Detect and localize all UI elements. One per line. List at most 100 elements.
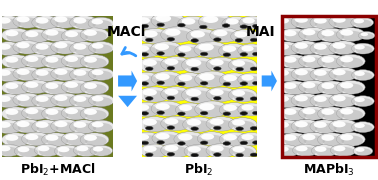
Circle shape <box>175 44 203 58</box>
Circle shape <box>92 122 104 127</box>
Circle shape <box>0 146 11 151</box>
Circle shape <box>336 80 365 94</box>
Circle shape <box>6 136 28 146</box>
Circle shape <box>355 45 365 50</box>
Circle shape <box>157 52 164 55</box>
Circle shape <box>228 58 257 72</box>
Circle shape <box>240 82 248 85</box>
Circle shape <box>280 55 308 68</box>
Circle shape <box>296 122 318 133</box>
Circle shape <box>284 83 296 89</box>
Circle shape <box>200 52 208 56</box>
Circle shape <box>295 121 308 127</box>
Circle shape <box>42 133 70 147</box>
Circle shape <box>310 120 339 134</box>
Circle shape <box>186 89 201 96</box>
Circle shape <box>250 127 258 130</box>
Circle shape <box>188 146 201 152</box>
Circle shape <box>91 19 103 24</box>
Circle shape <box>5 109 18 115</box>
Circle shape <box>336 54 365 68</box>
Circle shape <box>157 81 164 85</box>
Circle shape <box>151 13 185 29</box>
Circle shape <box>46 110 68 120</box>
Circle shape <box>299 132 327 146</box>
Circle shape <box>13 93 42 107</box>
Circle shape <box>295 43 308 49</box>
Circle shape <box>36 44 48 50</box>
Circle shape <box>178 53 185 57</box>
Circle shape <box>0 147 19 156</box>
Circle shape <box>195 71 229 87</box>
Circle shape <box>334 146 345 151</box>
Circle shape <box>361 33 374 39</box>
Circle shape <box>179 75 192 81</box>
Circle shape <box>238 132 265 145</box>
Circle shape <box>167 126 175 129</box>
Circle shape <box>84 135 97 141</box>
Circle shape <box>145 147 166 157</box>
Circle shape <box>243 76 263 86</box>
Circle shape <box>340 108 353 114</box>
Circle shape <box>141 141 149 145</box>
Circle shape <box>17 95 29 101</box>
Circle shape <box>218 44 249 58</box>
Circle shape <box>2 28 30 42</box>
Circle shape <box>73 144 99 156</box>
Circle shape <box>88 42 114 54</box>
Circle shape <box>157 141 164 144</box>
Circle shape <box>276 17 289 24</box>
Circle shape <box>274 145 299 157</box>
Circle shape <box>66 83 88 93</box>
Circle shape <box>304 109 325 120</box>
Circle shape <box>302 29 315 35</box>
Circle shape <box>175 73 205 87</box>
Circle shape <box>137 135 159 145</box>
Circle shape <box>234 31 247 37</box>
Circle shape <box>191 97 198 101</box>
Circle shape <box>2 107 30 121</box>
Circle shape <box>178 82 185 86</box>
Circle shape <box>226 18 239 24</box>
Circle shape <box>65 108 78 114</box>
Circle shape <box>165 29 181 36</box>
Circle shape <box>223 105 237 111</box>
Circle shape <box>280 28 308 42</box>
Circle shape <box>223 134 237 141</box>
Circle shape <box>150 41 182 57</box>
Circle shape <box>214 67 221 70</box>
Circle shape <box>211 147 234 158</box>
Circle shape <box>92 70 104 75</box>
Circle shape <box>223 75 237 81</box>
Circle shape <box>235 33 257 43</box>
Circle shape <box>352 96 374 107</box>
Circle shape <box>36 96 48 102</box>
Circle shape <box>88 120 114 132</box>
Circle shape <box>304 57 325 68</box>
Circle shape <box>297 147 316 156</box>
Circle shape <box>93 97 112 106</box>
Circle shape <box>239 16 266 29</box>
Circle shape <box>136 17 150 24</box>
Circle shape <box>238 44 265 57</box>
Circle shape <box>341 136 363 146</box>
Circle shape <box>73 96 86 102</box>
Circle shape <box>132 44 161 57</box>
Circle shape <box>137 47 159 57</box>
Circle shape <box>203 16 218 23</box>
Circle shape <box>92 43 104 49</box>
Circle shape <box>192 32 216 44</box>
Circle shape <box>187 61 213 73</box>
Circle shape <box>51 40 79 54</box>
Circle shape <box>276 96 289 102</box>
Circle shape <box>6 110 28 120</box>
Circle shape <box>333 43 345 49</box>
Circle shape <box>143 59 157 66</box>
Circle shape <box>210 89 224 96</box>
Circle shape <box>280 133 308 147</box>
Circle shape <box>200 111 208 115</box>
Circle shape <box>145 32 169 43</box>
Circle shape <box>334 96 355 107</box>
Circle shape <box>178 23 185 27</box>
Text: MACl: MACl <box>107 25 146 39</box>
